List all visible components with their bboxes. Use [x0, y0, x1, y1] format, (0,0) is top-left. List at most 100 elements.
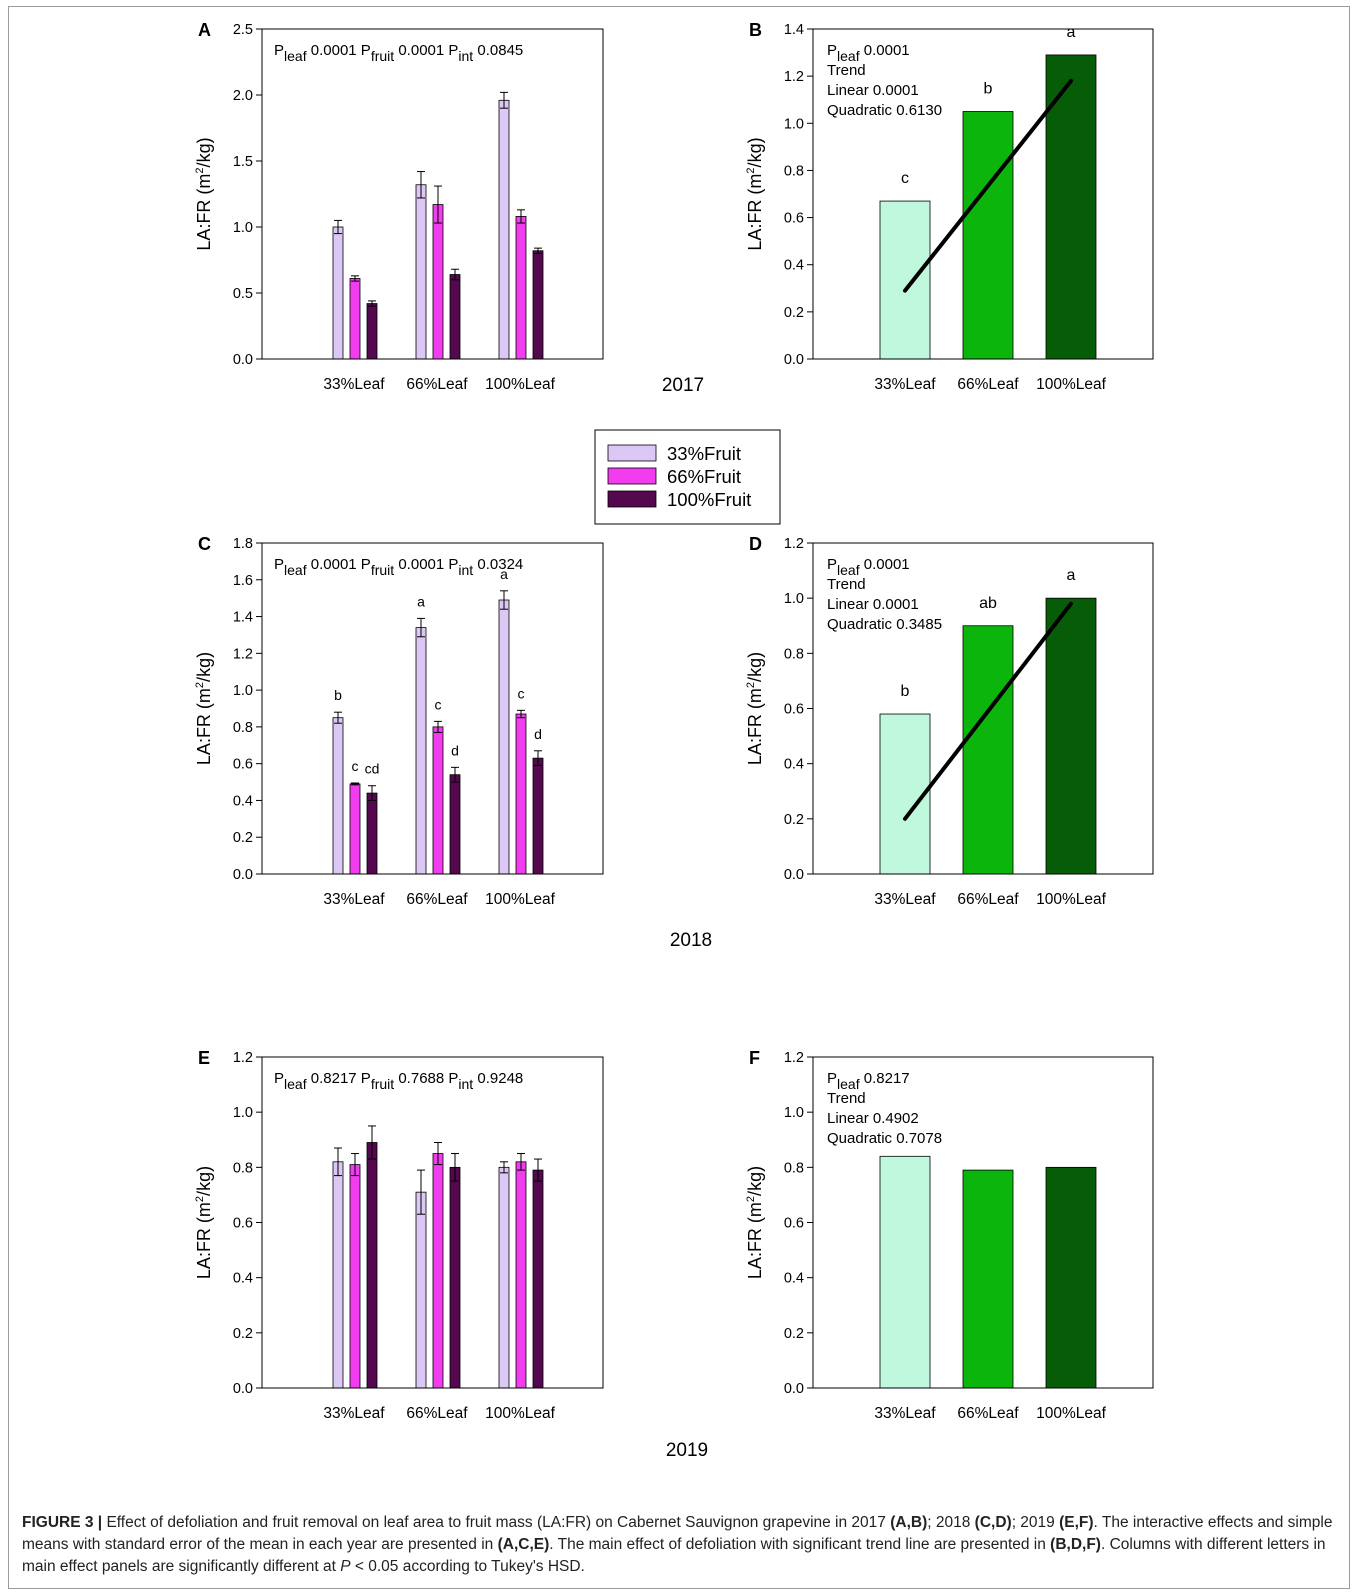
y-tick-label: 1.0: [784, 116, 804, 132]
y-tick-label: 0.4: [233, 1271, 253, 1287]
figure-caption: FIGURE 3 | Effect of defoliation and fru…: [22, 1512, 1340, 1578]
stats-text: Pleaf 0.0001 Pfruit 0.0001 Pint 0.0845: [274, 42, 523, 64]
y-tick-label: 1.4: [784, 22, 804, 38]
x-tick-label: 100%Leaf: [1036, 376, 1107, 393]
panel-letter: A: [198, 20, 211, 40]
bar: [1045, 54, 1097, 360]
plot-frame: [261, 542, 604, 875]
caption-part: . Columns with different letters in main…: [22, 1536, 1326, 1575]
x-tick-label: 33%Leaf: [323, 376, 385, 393]
y-tick-label: 0.5: [233, 286, 253, 302]
panel-f: F 0.0 0.2 0.4 0.6 0.8 1.0 1.2 LA:FR (m2/kg) 33%Le…: [745, 1048, 1154, 1422]
caption-part: ; 2018: [927, 1514, 975, 1531]
year-label: 2019: [666, 1440, 708, 1461]
bar: [532, 1169, 544, 1389]
bar: [1045, 597, 1097, 875]
stats-line: Quadratic 0.3485: [827, 616, 942, 633]
x-tick-label: 33%Leaf: [323, 891, 385, 908]
x-tick-label: 66%Leaf: [957, 891, 1019, 908]
significance-letter: a: [1067, 24, 1076, 41]
significance-letter: cd: [365, 761, 380, 777]
stats-line: Linear 0.0001: [827, 596, 919, 613]
y-tick-label: 0.0: [784, 1381, 804, 1397]
bar: [449, 274, 461, 360]
trend-line: [903, 601, 1073, 821]
bar: [498, 99, 510, 360]
bar: [366, 303, 378, 360]
y-tick-label: 0.0: [784, 352, 804, 368]
x-tick-label: 33%Leaf: [323, 1405, 385, 1422]
bar: [498, 599, 510, 875]
y-tick-label: 1.0: [784, 1105, 804, 1121]
plot-frame: [261, 28, 604, 360]
bar: [332, 717, 344, 875]
panel-a: A 0.0 0.5 1.0 1.5 2.0 2.5 LA:FR (m2/kg) 33%Leaf 6…: [194, 20, 604, 393]
panel-letter: C: [198, 534, 211, 554]
stats-line: Pleaf 0.0001: [827, 556, 910, 578]
y-tick-label: 0.2: [233, 830, 253, 846]
x-tick-label: 33%Leaf: [874, 891, 936, 908]
y-tick-label: 1.6: [233, 573, 253, 589]
y-tick-label: 1.4: [233, 610, 253, 626]
plot-frame: [812, 1056, 1154, 1389]
panel-c: C 0.0 0.2 0.4 0.6 0.8 1.0 1.2 1.4 1.6 1.8 LA:FR (m2…: [194, 534, 604, 908]
significance-letter: c: [352, 758, 359, 774]
y-tick-label: 0.4: [784, 258, 804, 274]
y-tick-label: 0.0: [784, 867, 804, 883]
stats-line: Linear 0.4902: [827, 1110, 919, 1127]
bar: [349, 278, 361, 360]
legend-swatch: [607, 444, 657, 462]
legend-swatch: [607, 490, 657, 508]
stats-line: Pleaf 0.0001: [827, 42, 910, 64]
panel-letter: D: [749, 534, 762, 554]
stats-line: Trend: [827, 576, 866, 593]
y-tick-label: 0.6: [233, 1216, 253, 1232]
legend-label: 100%Fruit: [667, 489, 751, 510]
significance-letter: d: [534, 726, 542, 742]
legend-label: 66%Fruit: [667, 466, 741, 487]
figure-frame: A 0.0 0.5 1.0 1.5 2.0 2.5 LA:FR (m2/kg) 33%Leaf 6…: [8, 6, 1350, 1589]
x-tick-label: 100%Leaf: [1036, 891, 1107, 908]
y-tick-label: 0.6: [784, 211, 804, 227]
y-tick-label: 1.2: [784, 1050, 804, 1066]
bar: [498, 1166, 510, 1389]
y-tick-label: 0.0: [233, 352, 253, 368]
panel-letter: E: [198, 1048, 210, 1068]
significance-letter: c: [901, 170, 909, 187]
x-tick-label: 66%Leaf: [957, 376, 1019, 393]
y-tick-label: 1.2: [784, 536, 804, 552]
bar: [349, 783, 361, 875]
y-tick-label: 1.0: [784, 591, 804, 607]
stats-line: Trend: [827, 62, 866, 79]
caption-part: (A,C,E): [497, 1536, 550, 1553]
caption-part: Effect of defoliation and fruit removal …: [102, 1514, 891, 1531]
bar: [449, 1166, 461, 1389]
bar: [1045, 1166, 1097, 1389]
significance-letter: b: [334, 687, 342, 703]
bar: [515, 1161, 527, 1389]
plot-frame: [261, 1056, 604, 1389]
caption-part: (A,B): [890, 1514, 928, 1531]
bar: [332, 226, 344, 360]
bar: [415, 1191, 427, 1389]
significance-letter: b: [984, 81, 993, 98]
caption-part: . The interactive effects and simple mea…: [22, 1514, 1333, 1553]
bar: [366, 1142, 378, 1389]
stats-line: Quadratic 0.7078: [827, 1130, 942, 1147]
bar: [366, 792, 378, 875]
bar: [449, 774, 461, 875]
caption-label: FIGURE 3 |: [22, 1514, 103, 1531]
caption-part: ; 2019: [1011, 1514, 1060, 1531]
y-tick-label: 1.2: [233, 1050, 253, 1066]
y-tick-label: 0.4: [233, 793, 253, 809]
y-tick-label: 0.2: [784, 812, 804, 828]
x-tick-label: 66%Leaf: [406, 376, 468, 393]
y-axis-label: LA:FR (m2/kg): [745, 652, 765, 765]
bar: [532, 757, 544, 875]
bar: [962, 111, 1014, 360]
bar: [432, 726, 444, 875]
y-tick-label: 0.0: [233, 867, 253, 883]
y-axis-label: LA:FR (m2/kg): [194, 1166, 214, 1279]
trend-line: [903, 78, 1073, 293]
significance-letter: c: [435, 696, 442, 712]
